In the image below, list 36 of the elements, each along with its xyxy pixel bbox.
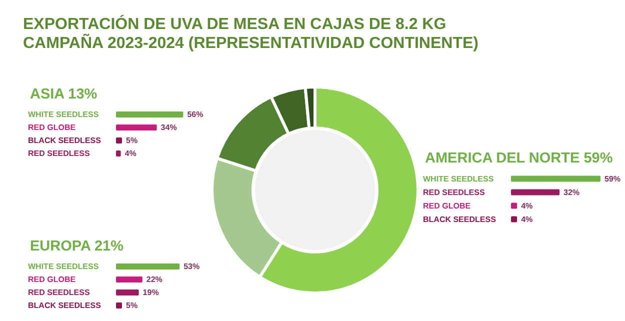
data-label: 4% (521, 201, 533, 210)
bar (116, 150, 121, 156)
bar (116, 290, 139, 296)
category-label: RED GLOBE (28, 123, 76, 132)
category-label: BLACK SEEDLESS (28, 136, 101, 145)
data-label: 4% (521, 214, 533, 224)
data-label: 19% (142, 288, 159, 297)
category-label: WHITE SEEDLESS (423, 174, 494, 184)
category-label: RED SEEDLESS (28, 149, 90, 158)
bar (116, 112, 184, 118)
category-label: WHITE SEEDLESS (28, 110, 99, 119)
chart-title: AMERICA DEL NORTE 59% (425, 150, 613, 166)
category-label: WHITE SEEDLESS (28, 262, 99, 271)
bar (116, 302, 122, 308)
data-label: 59% (604, 174, 620, 184)
category-label: RED GLOBE (28, 275, 76, 284)
category-label: BLACK SEEDLESS (423, 214, 496, 224)
data-label: 22% (146, 275, 162, 284)
data-label: 4% (124, 149, 136, 158)
chart-title: EUROPA 21% (30, 238, 124, 254)
data-label: 32% (564, 188, 580, 197)
bar (116, 138, 122, 144)
bar (116, 124, 157, 130)
category-label: RED SEEDLESS (28, 288, 90, 297)
category-label: RED GLOBE (423, 201, 471, 210)
data-label: 5% (126, 136, 138, 145)
category-label: BLACK SEEDLESS (28, 301, 101, 310)
category-label: RED SEEDLESS (423, 188, 485, 197)
data-label: 56% (187, 110, 204, 119)
chart-title: ASIA 13% (30, 86, 98, 102)
data-label: 5% (126, 301, 138, 310)
data-label: 34% (160, 123, 177, 132)
data-label: 53% (184, 262, 200, 271)
bar (116, 264, 180, 270)
chart-title: EXPORTACIÓN DE UVA DE MESA EN CAJAS DE 8.2 KG CAMPAÑA 2023-2024 (REPRESENTATIVIDAD CONTINENTE) (23, 14, 478, 52)
bar (116, 276, 142, 282)
